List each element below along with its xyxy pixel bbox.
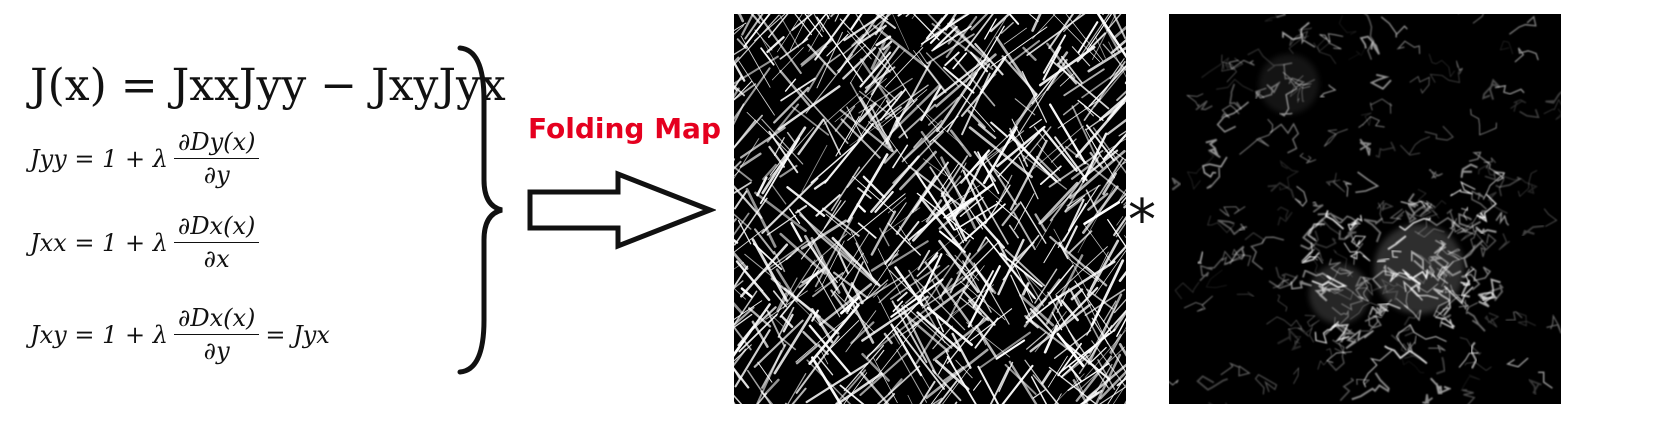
density-field-image — [1169, 14, 1561, 404]
folding-map-image — [734, 14, 1126, 404]
jxx-denominator: ∂x — [203, 245, 230, 273]
jyy-denominator: ∂y — [203, 161, 230, 189]
jacobian-equation: J(x) = JxxJyy − JxyJyx — [30, 60, 506, 111]
jxy-rhs: = Jyx — [265, 320, 330, 349]
jxx-numerator: ∂Dx(x) — [173, 212, 260, 243]
jxy-lhs: Jxy = 1 + λ — [30, 320, 168, 349]
jxy-equation: Jxy = 1 + λ ∂Dx(x) ∂y = Jyx — [30, 304, 330, 365]
jyy-lhs: Jyy = 1 + λ — [30, 144, 168, 173]
folding-map-label: Folding Map — [528, 112, 721, 145]
jyy-equation: Jyy = 1 + λ ∂Dy(x) ∂y — [30, 128, 265, 189]
jxx-lhs: Jxx = 1 + λ — [30, 228, 168, 257]
jyy-fraction: ∂Dy(x) ∂y — [173, 128, 260, 189]
jxx-fraction: ∂Dx(x) ∂x — [173, 212, 260, 273]
jyy-numerator: ∂Dy(x) — [173, 128, 260, 159]
jxy-fraction: ∂Dx(x) ∂y — [173, 304, 260, 365]
hollow-right-arrow-icon — [526, 170, 717, 254]
jxy-numerator: ∂Dx(x) — [173, 304, 260, 335]
jxy-denominator: ∂y — [203, 337, 230, 365]
jxx-equation: Jxx = 1 + λ ∂Dx(x) ∂x — [30, 212, 265, 273]
right-brace-icon — [450, 40, 510, 384]
convolution-operator: * — [1128, 188, 1156, 253]
